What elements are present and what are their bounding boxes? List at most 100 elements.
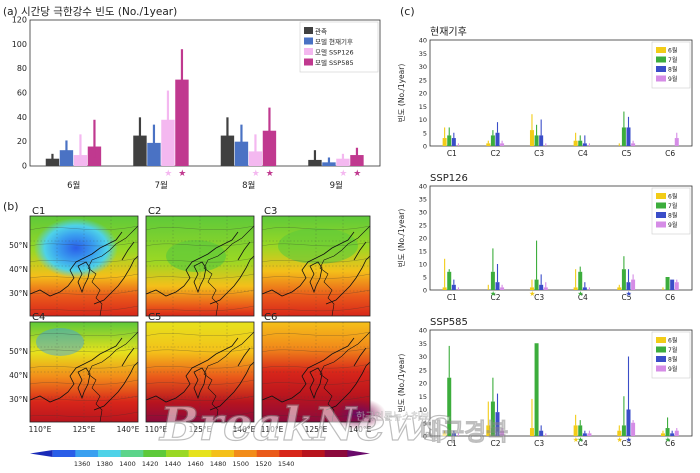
bar-m6-C3 bbox=[529, 428, 534, 436]
coastline-east bbox=[319, 331, 371, 423]
colorbar-segment bbox=[143, 450, 167, 457]
bar-m9-C2 bbox=[500, 287, 505, 290]
colorbar-tick-label: 1480 bbox=[210, 460, 227, 468]
bar-m9-C6 bbox=[674, 282, 679, 290]
map-frame bbox=[145, 321, 255, 423]
significance-star: ★ bbox=[665, 436, 671, 444]
bar-m7-C3 bbox=[534, 135, 539, 146]
legend-swatch-ssp585 bbox=[304, 58, 313, 66]
coastline-korea bbox=[309, 261, 323, 294]
y-tick-label: 20 bbox=[17, 137, 27, 146]
coastline-japan bbox=[209, 241, 255, 305]
y-axis-label: 빈도 (No./1year) bbox=[397, 209, 406, 268]
contour-line bbox=[29, 225, 139, 231]
y-tick-label: 120 bbox=[12, 16, 27, 25]
legend-label-ssp585: 모델 SSP585 bbox=[315, 59, 354, 67]
significance-star: ★ bbox=[577, 436, 583, 444]
legend-swatch-m6 bbox=[656, 47, 666, 53]
chart-c-ssp126: 0 5 10 15 20 25 30 35 40 C1 C2 C3 C4 C5 C6 ★ ★ ★ ★ 빈도 (No./… bbox=[397, 173, 693, 302]
map-frame bbox=[145, 215, 255, 317]
bar-m8-C5 bbox=[626, 282, 631, 290]
significance-star: ★ bbox=[616, 436, 622, 444]
bar-m7-C6 bbox=[665, 428, 670, 436]
y-tick-label: 10 bbox=[419, 116, 427, 124]
panel-c-label: (c) bbox=[400, 5, 415, 18]
watermark: BreakNews 대구경북 한국언론뉴스허브 bbox=[157, 396, 508, 451]
map-panel-label: C3 bbox=[264, 206, 277, 217]
legend-label-m9: 9월 bbox=[668, 75, 677, 83]
y-tick-label: 25 bbox=[419, 76, 427, 84]
coastline-east bbox=[87, 225, 139, 317]
category-label: C5 bbox=[621, 149, 631, 158]
bar-m7-C2 bbox=[490, 271, 495, 290]
y-tick-label: 0 bbox=[423, 143, 427, 151]
bar-m9-C5 bbox=[631, 143, 636, 146]
category-label: C2 bbox=[490, 439, 500, 448]
legend-label-hist: 모델 현재기후 bbox=[315, 37, 353, 46]
map-panel-C1: C1 50°N 40°N 30°N bbox=[9, 206, 139, 317]
map-panel-label: C5 bbox=[148, 312, 161, 323]
category-label: C6 bbox=[665, 293, 675, 302]
contour-line bbox=[29, 289, 139, 295]
coastline-korea bbox=[77, 261, 91, 294]
y-tick-label: 10 bbox=[419, 261, 427, 269]
bar-m6-C5 bbox=[617, 287, 622, 290]
legend-swatch-m8 bbox=[656, 356, 666, 362]
category-label: C6 bbox=[665, 439, 675, 448]
colorbar-tick-label: 1360 bbox=[74, 460, 91, 468]
panel-a-title: (a) 시간당 극한강수 빈도 (No./1year) bbox=[3, 6, 177, 18]
colorbar-tick-label: 1420 bbox=[142, 460, 159, 468]
category-label: C3 bbox=[534, 439, 544, 448]
bar-m6-C2 bbox=[486, 425, 491, 436]
coastline-china bbox=[145, 231, 239, 297]
coastline-east bbox=[203, 331, 255, 423]
bar-m6-C2 bbox=[486, 143, 491, 146]
lon-label: 110°E bbox=[29, 425, 52, 434]
bar-m8-C2 bbox=[495, 282, 500, 290]
plot-frame bbox=[429, 185, 693, 291]
bar-m6-C6 bbox=[660, 433, 665, 436]
lat-label: 40°N bbox=[9, 265, 28, 274]
category-label: C3 bbox=[534, 149, 544, 158]
plot-frame bbox=[429, 329, 693, 437]
coastline-korea bbox=[309, 367, 323, 400]
colorbar-tick-label: 1400 bbox=[119, 460, 136, 468]
y-tick-label: 100 bbox=[12, 40, 27, 49]
bar-m6-C1 bbox=[442, 433, 447, 436]
significance-star: ★ bbox=[164, 169, 172, 179]
legend-label-m6: 6월 bbox=[668, 337, 677, 345]
category-label: 6월 bbox=[67, 180, 80, 191]
bar-m8-C4 bbox=[582, 287, 587, 290]
legend-label-m7: 7월 bbox=[668, 202, 677, 210]
lat-label: 30°N bbox=[9, 289, 28, 298]
map-panel-label: C1 bbox=[32, 206, 45, 217]
colorbar-tick-label: 1520 bbox=[255, 460, 272, 468]
bar-m6-C1 bbox=[442, 287, 447, 290]
y-tick-label: 35 bbox=[419, 50, 427, 58]
y-axis-label: 빈도 (No./1year) bbox=[397, 64, 406, 123]
legend-swatch-m6 bbox=[656, 193, 666, 199]
chart-title: SSP585 bbox=[430, 317, 468, 328]
map-panel-label: C4 bbox=[32, 312, 45, 323]
chart-title: 현재기후 bbox=[430, 26, 467, 38]
bar-ssp585-8월 bbox=[262, 130, 277, 166]
legend-swatch-m7 bbox=[656, 56, 666, 63]
coastline-japan bbox=[93, 241, 139, 305]
legend-label-m6: 6월 bbox=[668, 47, 677, 55]
bar-obs-7월 bbox=[133, 135, 147, 166]
y-tick-label: 25 bbox=[419, 222, 427, 230]
legend-label-m8: 8월 bbox=[668, 66, 677, 74]
legend-label-m6: 6월 bbox=[668, 193, 677, 201]
bar-m7-C1 bbox=[447, 135, 452, 146]
bar-m8-C3 bbox=[539, 430, 544, 436]
category-label: C4 bbox=[578, 439, 588, 448]
category-label: C5 bbox=[621, 439, 631, 448]
bar-m6-C5 bbox=[617, 430, 622, 436]
y-tick-label: 15 bbox=[419, 393, 427, 401]
lon-label: 140°E bbox=[233, 425, 256, 434]
bar-m8-C1 bbox=[451, 284, 456, 290]
contour-line bbox=[145, 347, 255, 353]
y-tick-label: 40 bbox=[419, 327, 427, 335]
